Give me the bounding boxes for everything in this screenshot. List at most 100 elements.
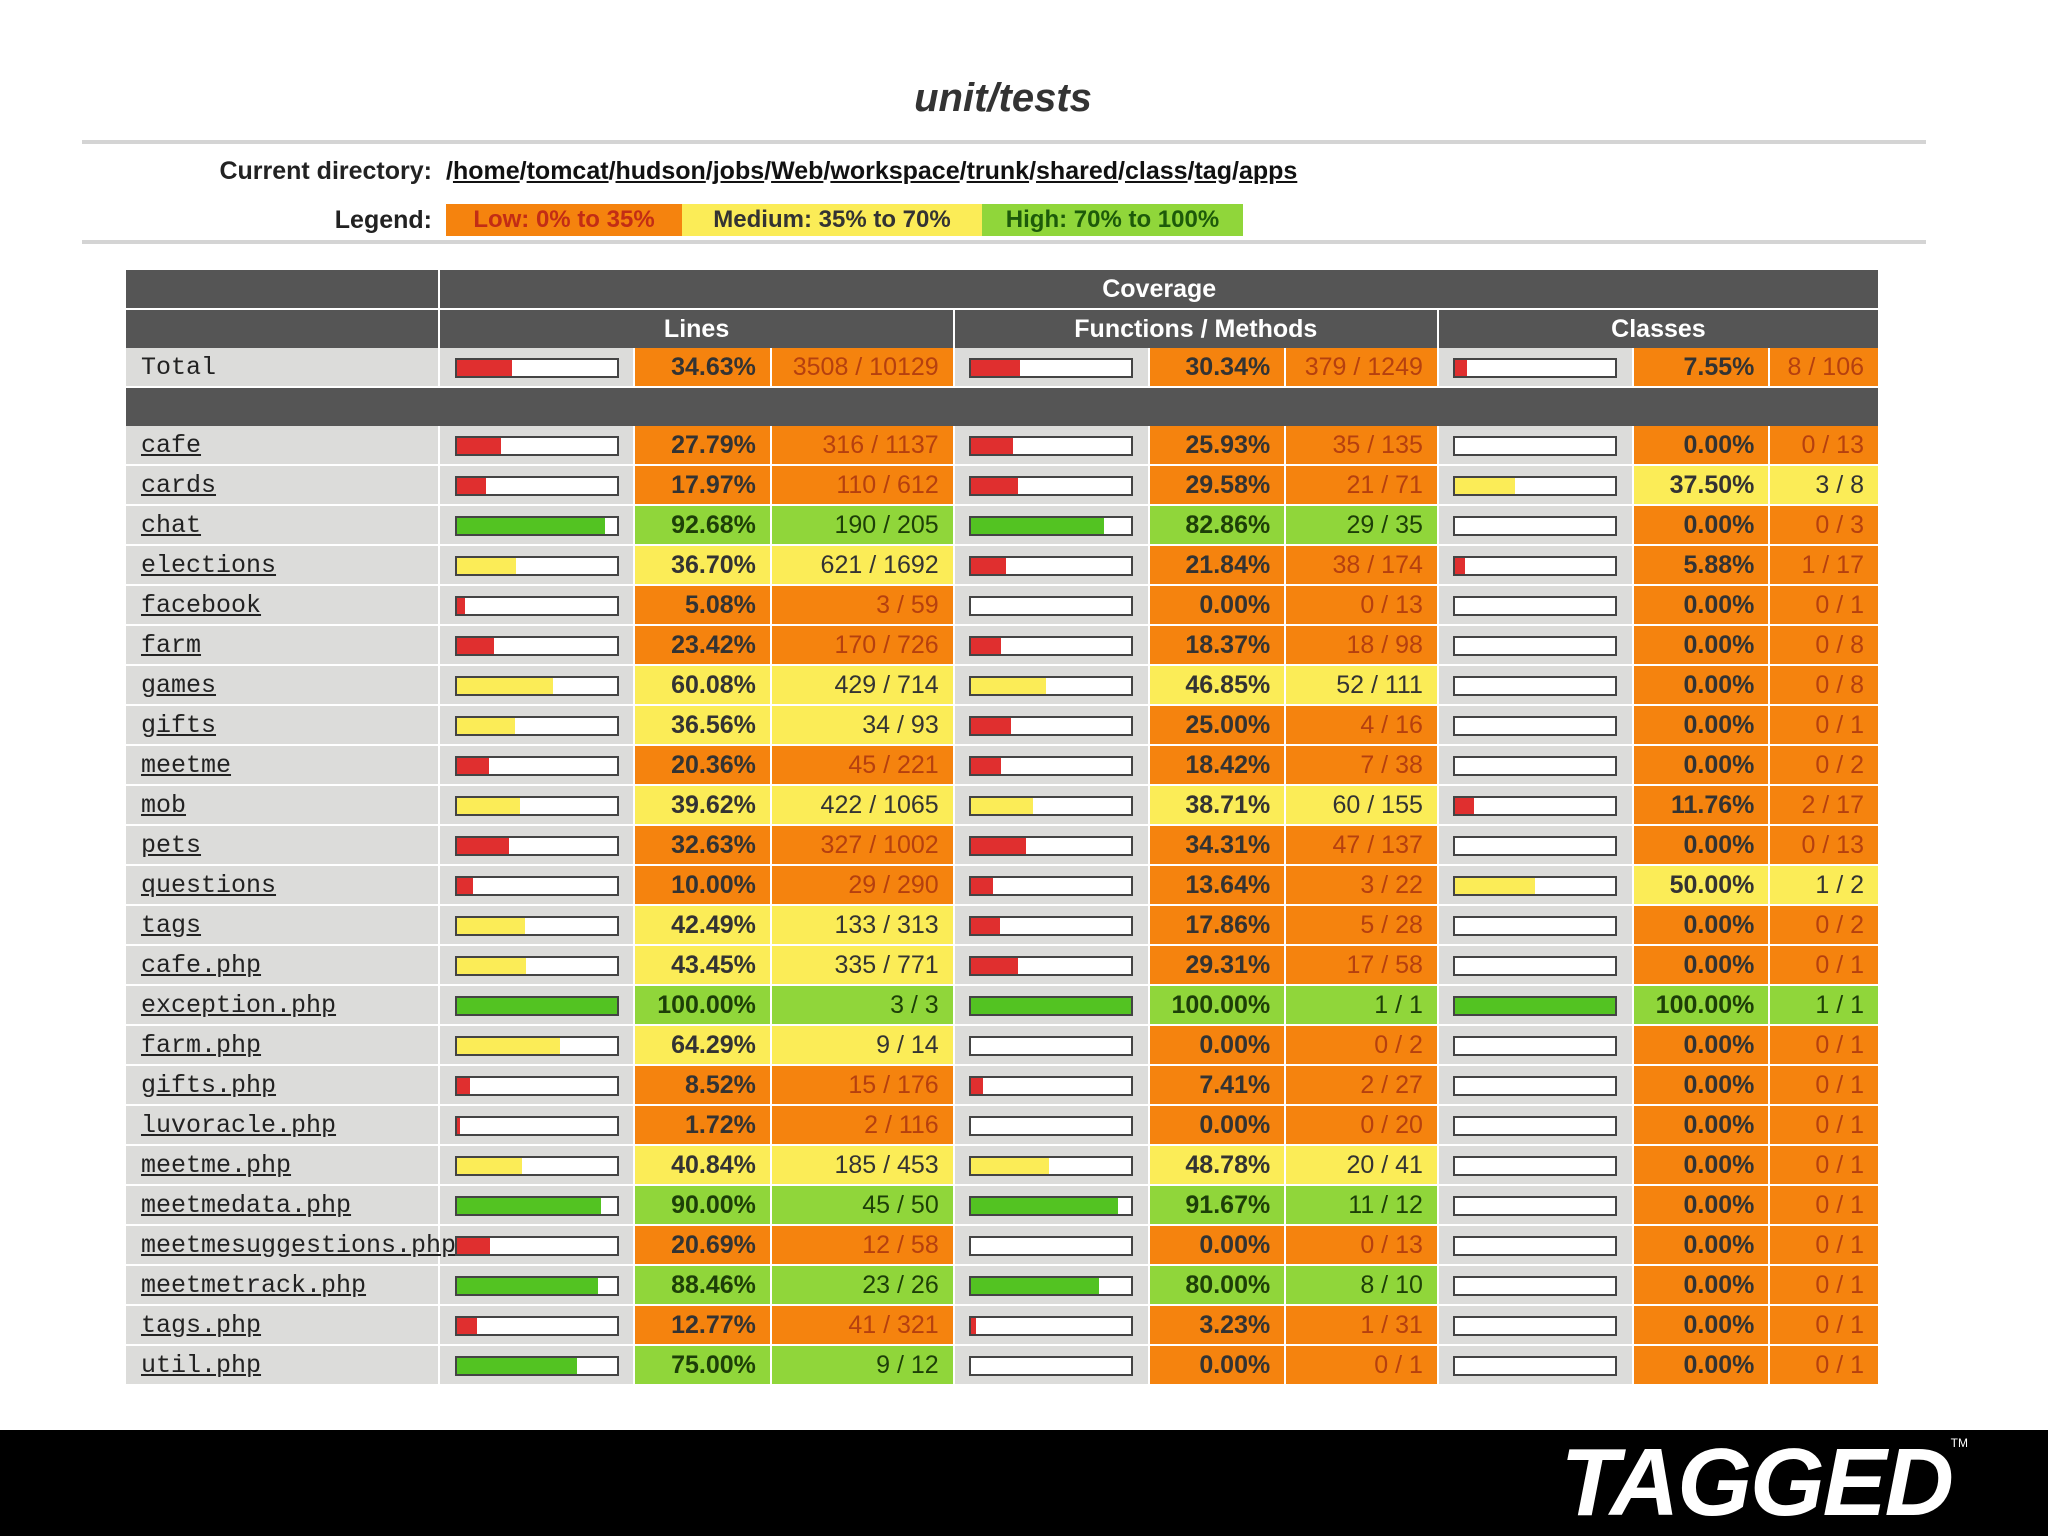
row-link-exception.php[interactable]: exception.php	[141, 990, 337, 1020]
lines-bar-cell	[440, 426, 634, 466]
functions-bar-cell	[954, 1186, 1148, 1226]
classes-ratio: 3 / 8	[1770, 466, 1878, 506]
lines-coverage-bar-fill	[456, 1277, 599, 1294]
functions-ratio: 1 / 1	[1286, 986, 1437, 1026]
lines-coverage-bar-fill	[456, 517, 606, 534]
row-link-cafe[interactable]: cafe	[141, 430, 202, 460]
row-link-meetme.php[interactable]: meetme.php	[141, 1150, 292, 1180]
classes-coverage-bar	[1453, 795, 1618, 816]
row-link-cafe.php[interactable]: cafe.php	[141, 950, 262, 980]
legend-high: High: 70% to 100%	[982, 204, 1243, 236]
row-link-meetmedata.php[interactable]: meetmedata.php	[141, 1190, 352, 1220]
row-link-meetme[interactable]: meetme	[141, 750, 232, 780]
classes-percent: 37.50%	[1633, 466, 1769, 506]
row-link-meetmetrack.php[interactable]: meetmetrack.php	[141, 1270, 367, 1300]
table-row: meetme 20.36% 45 / 221 18.42% 7 / 38 0.00% 0 /…	[126, 746, 1878, 786]
functions-ratio: 0 / 13	[1286, 586, 1437, 626]
path-segment-trunk[interactable]: trunk	[966, 157, 1030, 185]
functions-bar-cell	[954, 866, 1148, 906]
lines-coverage-bar-fill	[456, 437, 502, 454]
classes-coverage-bar	[1453, 357, 1618, 378]
classes-percent: 0.00%	[1633, 1306, 1769, 1346]
row-link-farm[interactable]: farm	[141, 630, 202, 660]
row-link-gifts[interactable]: gifts	[141, 710, 217, 740]
functions-bar-cell	[954, 946, 1148, 986]
row-name: pets	[126, 826, 439, 866]
functions-coverage-bar	[969, 1115, 1134, 1136]
path-segment-tag[interactable]: tag	[1194, 157, 1232, 185]
row-link-luvoracle.php[interactable]: luvoracle.php	[141, 1110, 337, 1140]
lines-percent: 43.45%	[635, 946, 770, 986]
lines-bar-cell	[440, 706, 634, 746]
lines-percent: 36.70%	[635, 546, 770, 586]
row-link-facebook[interactable]: facebook	[141, 590, 262, 620]
functions-coverage-bar	[969, 915, 1134, 936]
functions-coverage-bar-fill	[971, 797, 1034, 814]
functions-coverage-bar	[969, 435, 1134, 456]
lines-coverage-bar-fill	[456, 1317, 478, 1334]
row-link-util.php[interactable]: util.php	[141, 1350, 262, 1380]
classes-bar-cell	[1438, 1266, 1632, 1306]
classes-ratio: 0 / 2	[1770, 906, 1878, 946]
functions-coverage-bar-fill	[971, 1277, 1100, 1294]
functions-percent: 17.86%	[1149, 906, 1285, 946]
lines-coverage-bar-fill	[456, 1357, 577, 1374]
path-segment-Web[interactable]: Web	[771, 157, 824, 185]
classes-percent: 0.00%	[1633, 906, 1769, 946]
functions-percent: 0.00%	[1149, 1026, 1285, 1066]
classes-coverage-bar-fill	[1455, 797, 1475, 814]
classes-percent: 0.00%	[1633, 946, 1769, 986]
functions-coverage-bar	[969, 515, 1134, 536]
path-segment-tomcat[interactable]: tomcat	[526, 157, 609, 185]
lines-percent: 10.00%	[635, 866, 770, 906]
functions-ratio: 21 / 71	[1286, 466, 1437, 506]
classes-ratio: 0 / 13	[1770, 826, 1878, 866]
row-link-questions[interactable]: questions	[141, 870, 277, 900]
table-row: games 60.08% 429 / 714 46.85% 52 / 111 0.00% 0…	[126, 666, 1878, 706]
functions-coverage-bar	[969, 995, 1134, 1016]
row-link-cards[interactable]: cards	[141, 470, 217, 500]
table-row: meetmetrack.php 88.46% 23 / 26 80.00% 8 / 10…	[126, 1266, 1878, 1306]
functions-ratio: 0 / 20	[1286, 1106, 1437, 1146]
functions-coverage-bar-fill	[971, 1197, 1118, 1214]
functions-ratio: 3 / 22	[1286, 866, 1437, 906]
functions-coverage-bar-fill	[971, 837, 1027, 854]
row-link-tags.php[interactable]: tags.php	[141, 1310, 262, 1340]
path-segment-apps[interactable]: apps	[1238, 157, 1298, 185]
lines-bar-cell	[440, 466, 634, 506]
path-segment-class[interactable]: class	[1124, 157, 1188, 185]
classes-coverage-bar	[1453, 835, 1618, 856]
lines-coverage-bar	[454, 1235, 619, 1256]
row-link-pets[interactable]: pets	[141, 830, 202, 860]
row-link-mob[interactable]: mob	[141, 790, 187, 820]
lines-coverage-bar-fill	[456, 877, 473, 894]
row-link-chat[interactable]: chat	[141, 510, 202, 540]
path-segment-shared[interactable]: shared	[1036, 157, 1119, 185]
functions-bar-cell	[954, 1346, 1148, 1386]
classes-percent: 0.00%	[1633, 1066, 1769, 1106]
path-segment-jobs[interactable]: jobs	[712, 157, 765, 185]
row-link-games[interactable]: games	[141, 670, 217, 700]
classes-coverage-bar-fill	[1455, 477, 1516, 494]
header-blank	[126, 270, 439, 310]
functions-bar-cell	[954, 586, 1148, 626]
lines-coverage-bar	[454, 1115, 619, 1136]
row-link-elections[interactable]: elections	[141, 550, 277, 580]
row-link-farm.php[interactable]: farm.php	[141, 1030, 262, 1060]
row-link-tags[interactable]: tags	[141, 910, 202, 940]
classes-coverage-bar-fill	[1455, 359, 1468, 376]
classes-coverage-bar	[1453, 915, 1618, 936]
path-segment-hudson[interactable]: hudson	[615, 157, 706, 185]
lines-coverage-bar-fill	[456, 637, 495, 654]
row-link-meetmesuggestions.php[interactable]: meetmesuggestions.php	[141, 1230, 457, 1260]
classes-ratio: 1 / 2	[1770, 866, 1878, 906]
path-segment-workspace[interactable]: workspace	[830, 157, 960, 185]
row-name: farm.php	[126, 1026, 439, 1066]
lines-percent: 34.63%	[635, 348, 770, 388]
functions-coverage-bar-fill	[971, 957, 1019, 974]
path-segment-home[interactable]: home	[452, 157, 520, 185]
lines-bar-cell	[440, 866, 634, 906]
lines-coverage-bar	[454, 635, 619, 656]
row-name: gifts.php	[126, 1066, 439, 1106]
row-link-gifts.php[interactable]: gifts.php	[141, 1070, 277, 1100]
